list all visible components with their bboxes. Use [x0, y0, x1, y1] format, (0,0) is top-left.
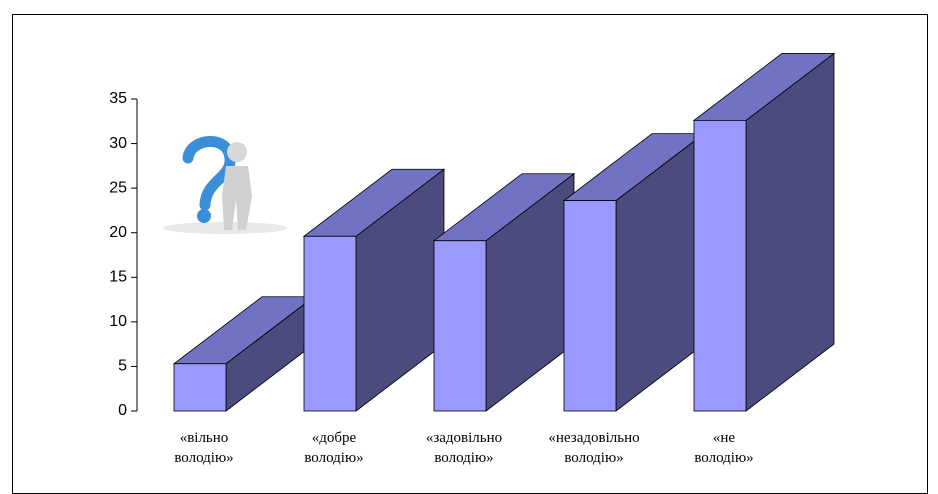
- y-tick-label: 30: [109, 135, 127, 152]
- y-tick-label: 10: [109, 313, 127, 330]
- bar: [693, 119, 747, 412]
- y-tick-label: 0: [118, 402, 127, 419]
- y-tick-label: 25: [109, 179, 127, 196]
- y-tick-label: 35: [109, 90, 127, 107]
- x-tick-label: «незадовільно володію»: [548, 430, 640, 466]
- bar: [303, 235, 357, 412]
- x-tick-label: «вільно володію»: [174, 430, 234, 466]
- x-tick-label: «задовільно володію»: [425, 430, 503, 466]
- bar: [433, 240, 487, 412]
- y-tick-label: 20: [109, 224, 127, 241]
- x-tick-label: «добре володію»: [304, 430, 364, 466]
- y-tick-label: 5: [118, 358, 127, 375]
- y-tick-label: 15: [109, 269, 127, 286]
- bar: [563, 200, 617, 412]
- question-icon: [163, 136, 287, 234]
- x-tick-label: «не володію»: [694, 430, 754, 466]
- bar: [173, 363, 227, 412]
